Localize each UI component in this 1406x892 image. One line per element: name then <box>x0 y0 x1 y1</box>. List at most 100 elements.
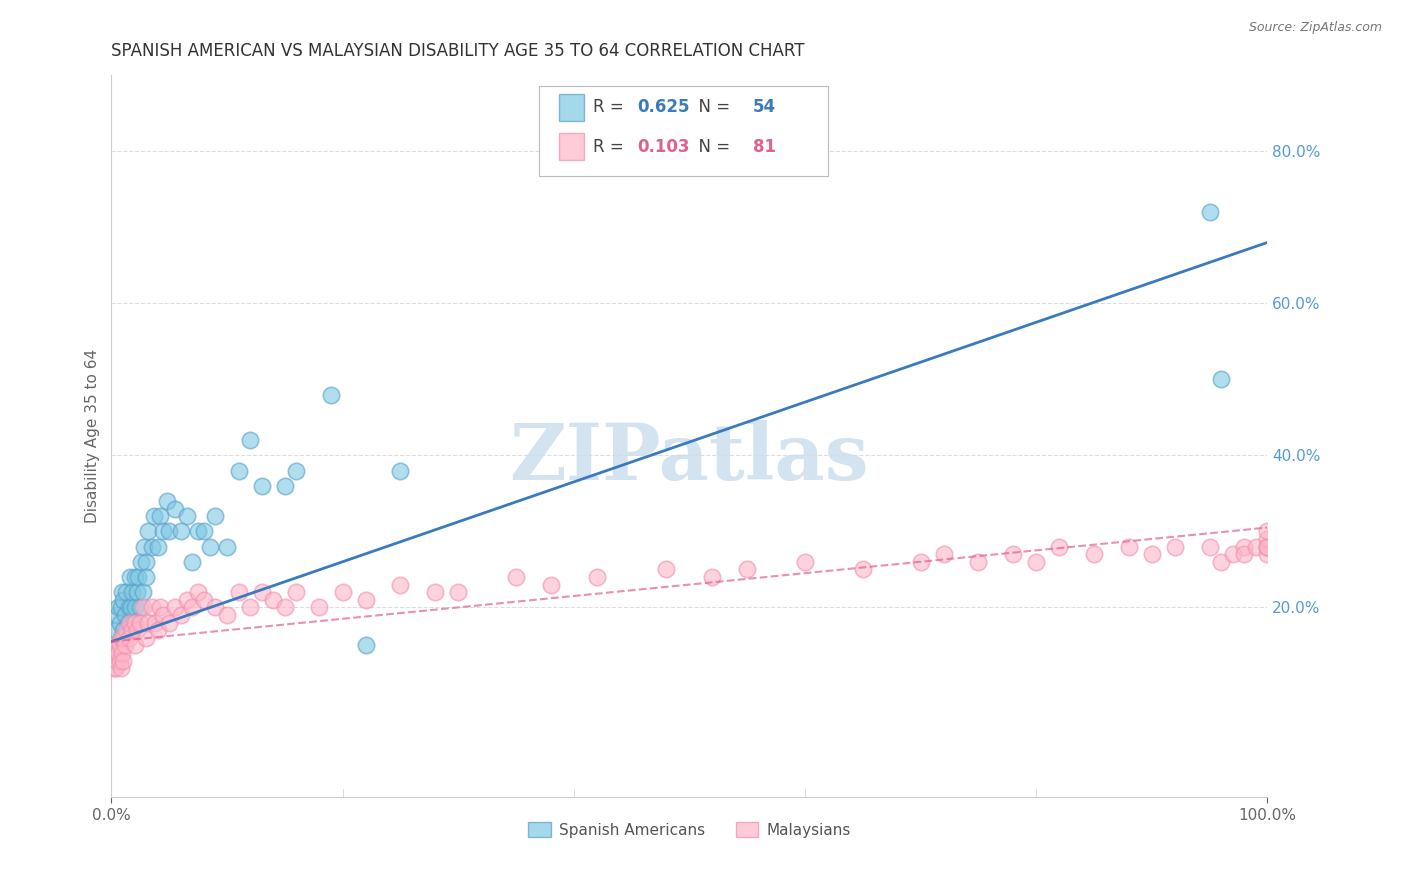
Point <box>586 570 609 584</box>
Point <box>108 639 131 653</box>
Point <box>181 600 204 615</box>
Point <box>274 479 297 493</box>
Point <box>910 555 932 569</box>
Point <box>152 607 174 622</box>
Point <box>1209 555 1232 569</box>
Point <box>655 562 678 576</box>
Point <box>135 570 157 584</box>
Point <box>132 540 155 554</box>
Point <box>176 592 198 607</box>
Point <box>1256 547 1278 561</box>
Point <box>141 540 163 554</box>
Point <box>215 540 238 554</box>
Point <box>138 615 160 630</box>
Point <box>124 600 146 615</box>
Point <box>118 570 141 584</box>
Point <box>143 615 166 630</box>
Point <box>111 585 134 599</box>
Point <box>540 577 562 591</box>
Y-axis label: Disability Age 35 to 64: Disability Age 35 to 64 <box>86 350 100 524</box>
Point <box>157 524 180 539</box>
Point <box>852 562 875 576</box>
Point <box>193 592 215 607</box>
Point <box>141 600 163 615</box>
Point <box>505 570 527 584</box>
Point <box>163 600 186 615</box>
Point <box>156 494 179 508</box>
Point <box>389 464 412 478</box>
Point <box>274 600 297 615</box>
Point <box>108 615 131 630</box>
Point <box>110 661 132 675</box>
Point <box>1083 547 1105 561</box>
Point <box>121 623 143 637</box>
Point <box>118 631 141 645</box>
Point <box>1222 547 1244 561</box>
Point <box>103 661 125 675</box>
Point <box>135 631 157 645</box>
Point <box>117 615 139 630</box>
Text: ZIPatlas: ZIPatlas <box>509 420 869 496</box>
Point <box>1209 372 1232 386</box>
FancyBboxPatch shape <box>558 94 583 121</box>
Point <box>111 654 134 668</box>
Point <box>129 600 152 615</box>
Point <box>285 464 308 478</box>
Text: N =: N = <box>688 137 735 155</box>
Point <box>332 585 354 599</box>
Point <box>1198 205 1220 219</box>
Point <box>1256 524 1278 539</box>
Point <box>163 501 186 516</box>
Point <box>111 631 134 645</box>
Point <box>131 555 153 569</box>
Point <box>187 524 209 539</box>
Point <box>125 585 148 599</box>
Point <box>149 600 172 615</box>
Point <box>111 592 134 607</box>
Point <box>105 639 128 653</box>
Point <box>143 509 166 524</box>
Point <box>354 639 377 653</box>
Point <box>1256 540 1278 554</box>
Point <box>124 639 146 653</box>
Point <box>1256 532 1278 546</box>
Point <box>735 562 758 576</box>
Point <box>110 631 132 645</box>
Point <box>967 555 990 569</box>
Point <box>129 615 152 630</box>
Point <box>138 524 160 539</box>
Point <box>105 654 128 668</box>
Point <box>1198 540 1220 554</box>
Text: R =: R = <box>593 98 630 117</box>
Point <box>702 570 724 584</box>
Point <box>118 615 141 630</box>
Point <box>149 509 172 524</box>
Point <box>105 623 128 637</box>
Point <box>110 600 132 615</box>
Point <box>204 600 226 615</box>
Point <box>115 585 138 599</box>
Point <box>105 607 128 622</box>
Point <box>107 600 129 615</box>
Text: R =: R = <box>593 137 630 155</box>
Point <box>794 555 817 569</box>
Point <box>250 585 273 599</box>
Point <box>120 600 142 615</box>
Point <box>239 433 262 447</box>
Point <box>1002 547 1025 561</box>
Point <box>1140 547 1163 561</box>
Point <box>239 600 262 615</box>
Point <box>1164 540 1187 554</box>
Point <box>423 585 446 599</box>
Point <box>198 540 221 554</box>
Point <box>354 592 377 607</box>
Legend: Spanish Americans, Malaysians: Spanish Americans, Malaysians <box>522 816 856 844</box>
Text: N =: N = <box>688 98 735 117</box>
Point <box>181 555 204 569</box>
Point <box>170 607 193 622</box>
Point <box>125 623 148 637</box>
Point <box>215 607 238 622</box>
Point <box>262 592 284 607</box>
Point <box>1256 540 1278 554</box>
Point <box>111 646 134 660</box>
